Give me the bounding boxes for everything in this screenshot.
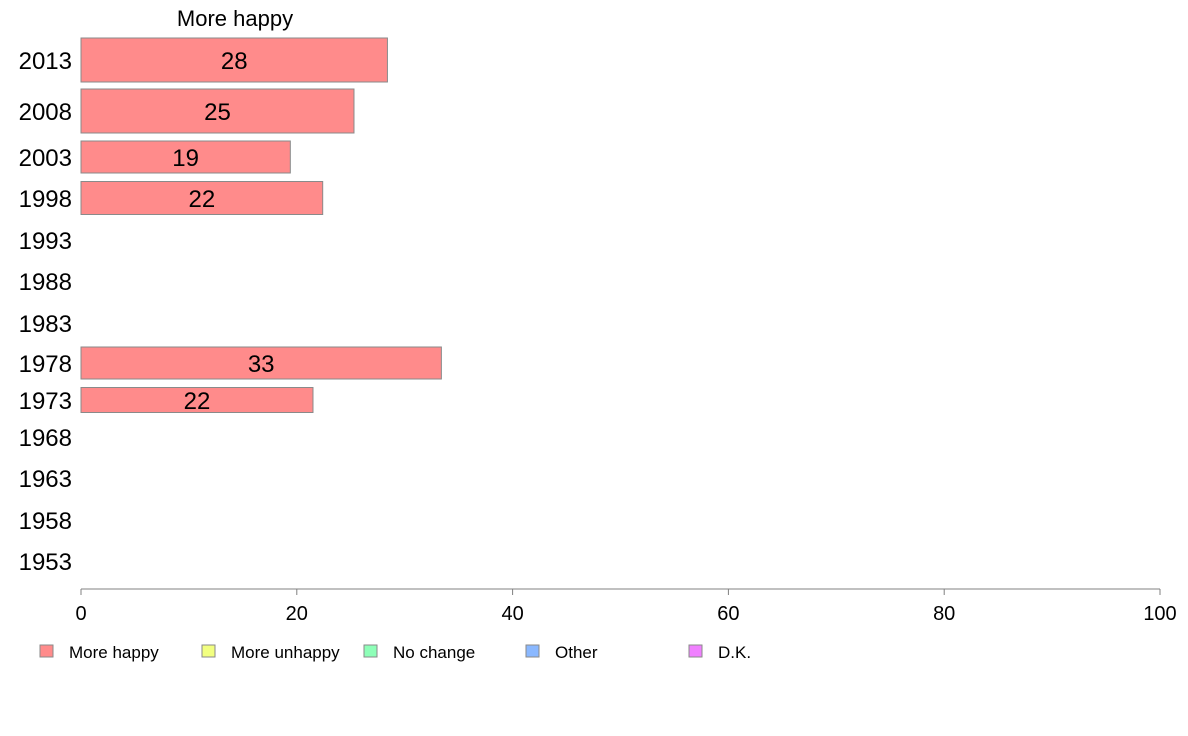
bar-1973 — [80, 387, 314, 413]
y-tick-label-2008: 2008 — [19, 99, 72, 126]
y-tick-label-1973: 1973 — [19, 388, 72, 415]
x-tick-label-100: 100 — [1143, 603, 1176, 625]
x-tick-label-60: 60 — [717, 603, 739, 625]
bar-2013 — [80, 37, 388, 83]
legend-swatch-2 — [363, 644, 378, 658]
bar-1998 — [80, 181, 324, 215]
legend-label-2: No change — [393, 643, 475, 662]
bar-1978 — [80, 346, 442, 380]
legend-swatch-1 — [201, 644, 216, 658]
y-tick-label-2003: 2003 — [19, 145, 72, 172]
y-tick-label-1953: 1953 — [19, 549, 72, 576]
y-tick-label-1958: 1958 — [19, 508, 72, 535]
data-label-1978: 33 — [248, 351, 275, 378]
y-axis-labels: 2013 2008 2003 1998 1993 1988 1983 1978 1973 1968… — [19, 48, 72, 576]
legend-label-4: D.K. — [718, 643, 751, 662]
legend-swatch-3 — [525, 644, 540, 658]
y-tick-label-1968: 1968 — [19, 425, 72, 452]
y-tick-label-1978: 1978 — [19, 351, 72, 378]
y-tick-label-1983: 1983 — [19, 311, 72, 338]
x-tick-label-20: 20 — [286, 603, 308, 625]
legend-label-0: More happy — [69, 643, 159, 662]
x-axis: 0 20 40 60 80 100 — [75, 588, 1177, 625]
y-tick-label-1988: 1988 — [19, 269, 72, 296]
y-tick-label-1998: 1998 — [19, 186, 72, 213]
data-label-2003: 19 — [172, 145, 199, 172]
y-tick-label-1963: 1963 — [19, 466, 72, 493]
legend-swatch-4 — [688, 644, 703, 658]
bar-2008 — [80, 88, 355, 134]
legend: More happy More unhappy No change Other D.K. — [39, 643, 751, 662]
data-label-2013: 28 — [221, 48, 248, 75]
y-tick-label-1993: 1993 — [19, 228, 72, 255]
data-label-1973: 22 — [184, 388, 211, 415]
x-tick-label-40: 40 — [501, 603, 523, 625]
legend-swatch-0 — [39, 644, 54, 658]
legend-label-1: More unhappy — [231, 643, 340, 662]
data-label-2008: 25 — [204, 99, 231, 126]
x-tick-label-0: 0 — [75, 603, 86, 625]
legend-label-3: Other — [555, 643, 598, 662]
y-tick-label-2013: 2013 — [19, 48, 72, 75]
data-label-1998: 22 — [188, 186, 215, 213]
x-tick-label-80: 80 — [933, 603, 955, 625]
bar-2003 — [80, 140, 291, 174]
chart-title: More happy — [177, 6, 293, 31]
